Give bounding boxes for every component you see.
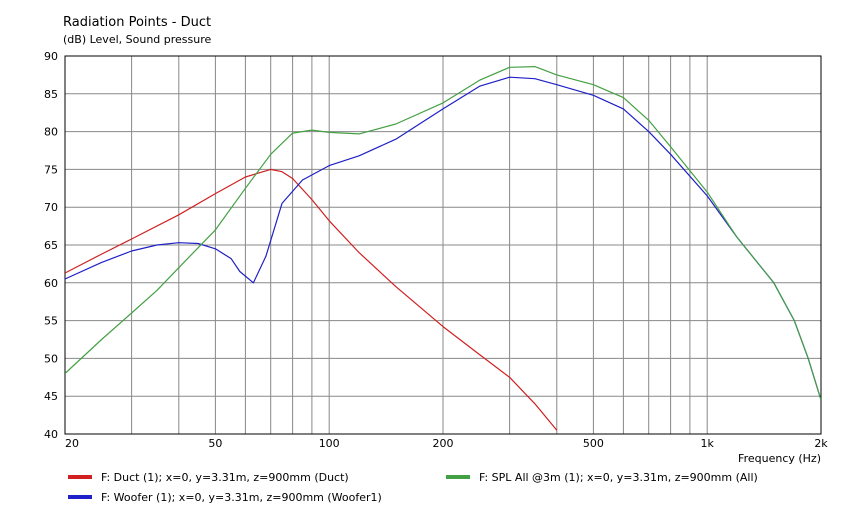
y-tick-labels: 40 45 50 55 60 65 70 75 80 85 90 bbox=[44, 50, 58, 441]
y-tick-label: 60 bbox=[44, 277, 58, 290]
y-tick-label: 70 bbox=[44, 201, 58, 214]
legend-label: F: Duct (1); x=0, y=3.31m, z=900mm (Duct… bbox=[101, 471, 349, 484]
legend: F: Duct (1); x=0, y=3.31m, z=900mm (Duct… bbox=[68, 471, 758, 504]
y-tick-label: 85 bbox=[44, 88, 58, 101]
series-line-2 bbox=[65, 76, 821, 401]
chart-title: Radiation Points - Duct bbox=[63, 15, 211, 30]
x-tick-label: 200 bbox=[433, 437, 454, 450]
legend-label: F: SPL All @3m (1); x=0, y=3.31m, z=900m… bbox=[479, 471, 758, 484]
x-tick-label: 1k bbox=[701, 437, 715, 450]
x-tick-label: 20 bbox=[65, 437, 79, 450]
series-line-1 bbox=[65, 168, 558, 431]
series-line-3 bbox=[65, 66, 821, 401]
x-tick-label: 500 bbox=[583, 437, 604, 450]
x-tick-label: 100 bbox=[319, 437, 340, 450]
series-layer bbox=[65, 66, 821, 431]
y-axis-label: (dB) Level, Sound pressure bbox=[63, 33, 212, 46]
plot-frame bbox=[64, 55, 822, 435]
y-tick-label: 50 bbox=[44, 352, 58, 365]
y-tick-label: 75 bbox=[44, 163, 58, 176]
y-tick-label: 80 bbox=[44, 126, 58, 139]
x-tick-label: 50 bbox=[208, 437, 222, 450]
y-tick-label: 40 bbox=[44, 428, 58, 441]
x-tick-labels: 20 50 100 200 500 1k 2k bbox=[65, 437, 828, 450]
y-tick-label: 45 bbox=[44, 390, 58, 403]
y-tick-label: 55 bbox=[44, 315, 58, 328]
x-axis-label: Frequency (Hz) bbox=[738, 452, 821, 465]
y-tick-label: 65 bbox=[44, 239, 58, 252]
x-tick-label: 2k bbox=[814, 437, 828, 450]
y-tick-label: 90 bbox=[44, 50, 58, 63]
legend-label: F: Woofer (1); x=0, y=3.31m, z=900mm (Wo… bbox=[101, 491, 382, 504]
